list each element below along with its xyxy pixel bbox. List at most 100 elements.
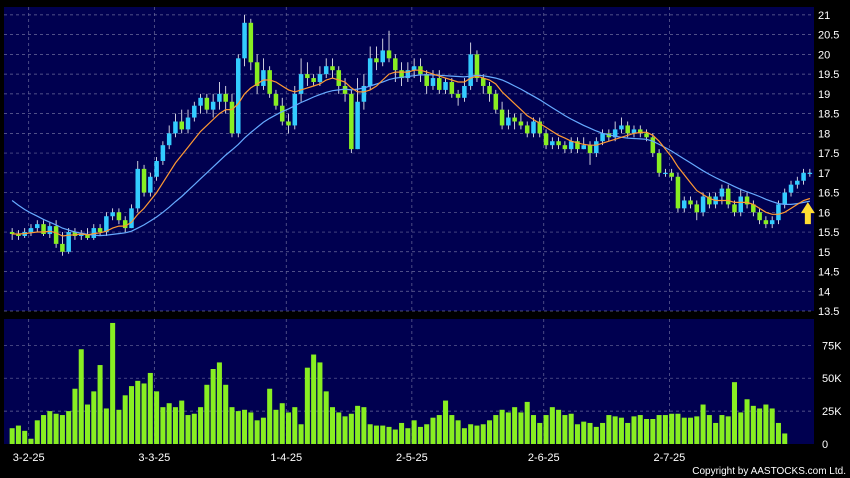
price-tick-label: 17 xyxy=(818,168,830,180)
volume-bar xyxy=(373,425,379,444)
volume-tick-label: 0 xyxy=(822,439,828,451)
candle-body xyxy=(575,141,580,150)
volume-bar xyxy=(380,425,386,444)
candle-body xyxy=(449,82,455,94)
volume-bar xyxy=(91,391,97,444)
candle-body xyxy=(179,121,184,130)
volume-bar xyxy=(154,391,160,444)
volume-bar xyxy=(757,408,763,444)
candle-body xyxy=(556,141,561,146)
price-tick-label: 13.5 xyxy=(818,306,839,318)
volume-bar xyxy=(449,415,455,444)
volume-bar xyxy=(562,415,568,444)
candle-body xyxy=(732,204,737,213)
candle-body xyxy=(644,133,649,138)
volume-bar xyxy=(336,412,342,444)
candle-body xyxy=(374,58,379,63)
candle-body xyxy=(361,85,367,102)
candle-body xyxy=(568,141,574,150)
volume-bar xyxy=(505,412,511,444)
volume-bar xyxy=(518,412,524,444)
volume-bar xyxy=(103,408,109,444)
candle-body xyxy=(782,192,787,205)
price-tick-label: 16.5 xyxy=(818,188,839,200)
volume-bar xyxy=(436,415,442,444)
volume-bar xyxy=(725,416,731,444)
candle-body xyxy=(273,93,279,106)
candle-body xyxy=(468,54,473,86)
candle-body xyxy=(336,70,342,86)
candle-body xyxy=(380,50,385,63)
candle-body xyxy=(437,78,442,90)
volume-bar xyxy=(612,416,618,444)
x-tick-label: 2-6-25 xyxy=(528,452,560,464)
candle-body xyxy=(499,109,505,126)
candle-body xyxy=(16,234,21,236)
candle-body xyxy=(41,224,46,235)
volume-bar xyxy=(694,416,700,444)
candle-body xyxy=(751,204,756,213)
candle-body xyxy=(399,70,404,79)
volume-bar xyxy=(292,407,298,444)
candle-body xyxy=(204,97,210,110)
price-panel xyxy=(4,7,814,311)
volume-bar xyxy=(593,426,599,444)
candle-body xyxy=(110,212,115,217)
volume-bar xyxy=(135,380,141,444)
candle-body xyxy=(267,70,272,94)
candle-body xyxy=(424,74,429,86)
volume-bar xyxy=(185,415,191,444)
volume-tick-label: 25K xyxy=(822,406,842,418)
candle-body xyxy=(173,121,178,134)
volume-bar xyxy=(9,428,15,444)
volume-bar xyxy=(53,413,59,444)
volume-bar xyxy=(706,415,712,444)
candle-body xyxy=(700,196,706,213)
candle-body xyxy=(311,78,316,83)
volume-bar xyxy=(618,417,624,444)
candle-body xyxy=(795,180,800,185)
volume-bar xyxy=(210,369,216,444)
candle-body xyxy=(594,141,599,154)
volume-bar xyxy=(405,428,411,444)
volume-bar xyxy=(656,415,662,444)
price-tick-label: 17.5 xyxy=(818,148,839,160)
volume-bar xyxy=(681,417,687,444)
candle-body xyxy=(28,228,34,233)
candle-body xyxy=(612,129,618,138)
price-grid xyxy=(4,14,814,312)
candle-body xyxy=(229,101,235,134)
candle-body xyxy=(135,168,141,209)
x-tick-label: 1-4-25 xyxy=(270,452,302,464)
volume-bar xyxy=(242,409,248,444)
candle-body xyxy=(85,234,90,238)
price-vertical-grid xyxy=(28,7,670,311)
volume-bar xyxy=(97,365,103,444)
price-tick-label: 14 xyxy=(818,286,830,298)
ma-long-line xyxy=(11,74,811,237)
volume-bar xyxy=(141,383,147,444)
volume-bar xyxy=(499,409,505,444)
candle-body xyxy=(757,212,762,221)
candle-body xyxy=(185,117,191,130)
volume-bar xyxy=(279,403,285,444)
candle-body xyxy=(35,224,40,229)
up-arrow-icon xyxy=(800,202,815,225)
candle-body xyxy=(738,196,744,213)
volume-bar xyxy=(85,404,91,444)
candle-body xyxy=(430,78,436,86)
volume-bar xyxy=(587,422,593,444)
candle-body xyxy=(788,184,794,193)
volume-bar xyxy=(637,415,643,444)
volume-bar xyxy=(750,405,756,444)
candle-body xyxy=(210,101,216,110)
price-tick-label: 16 xyxy=(818,207,830,219)
candle-body xyxy=(681,200,687,209)
candle-body xyxy=(305,74,310,79)
candle-body xyxy=(97,228,103,233)
candle-body xyxy=(600,133,605,142)
candle-body xyxy=(78,234,84,236)
volume-bar xyxy=(713,422,719,444)
volume-bar xyxy=(342,416,348,444)
x-tick-label: 3-3-25 xyxy=(138,452,170,464)
